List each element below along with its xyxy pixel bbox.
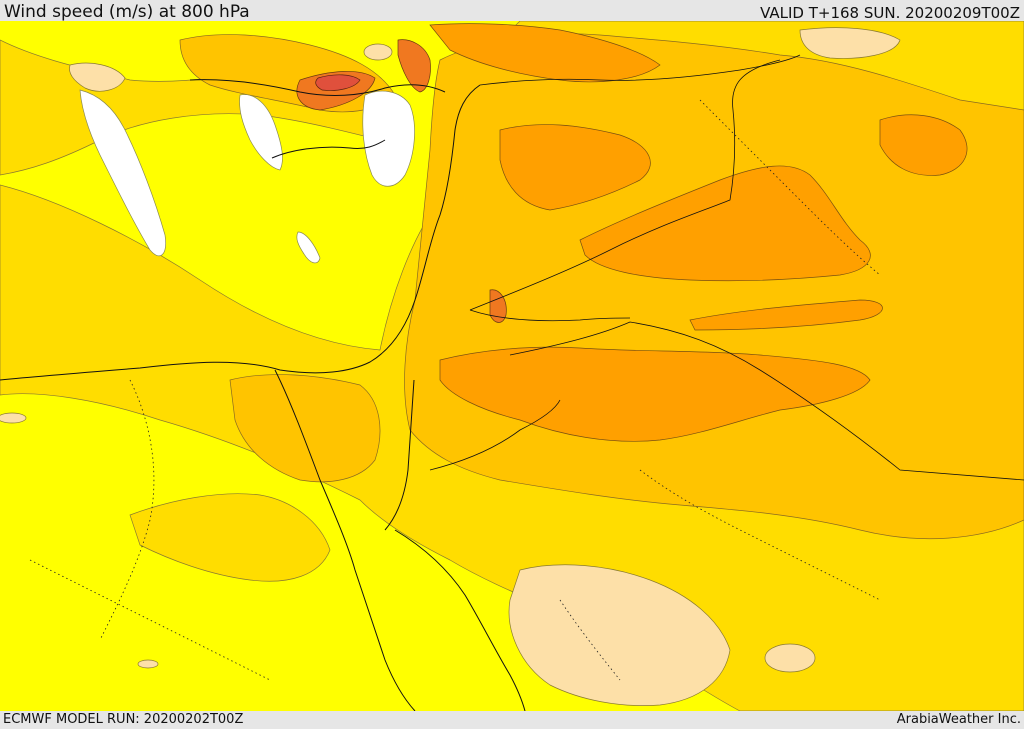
peach-spot-3 — [0, 412, 27, 424]
footer-bar: ECMWF MODEL RUN: 20200202T00Z ArabiaWeat… — [0, 711, 1024, 729]
map-title: Wind speed (m/s) at 800 hPa — [4, 2, 250, 22]
light-orange-zone-sinai — [229, 374, 381, 483]
light-orange-zone — [404, 33, 1024, 540]
peach-spot-2 — [137, 659, 159, 669]
white-zone-3 — [362, 90, 415, 187]
white-zone-4 — [296, 231, 321, 264]
red-core-1 — [315, 74, 361, 91]
peach-zone-north — [799, 27, 901, 59]
dark-orange-streak-2 — [397, 39, 431, 93]
peach-zone-arabia — [508, 564, 731, 706]
peach-spot-1 — [764, 643, 816, 673]
model-run-label: ECMWF MODEL RUN: 20200202T00Z — [3, 712, 244, 727]
white-zone-1 — [79, 89, 166, 257]
dotted-boundaries — [29, 99, 881, 681]
peach-spot-4 — [363, 43, 393, 61]
header-bar: Wind speed (m/s) at 800 hPa VALID T+168 … — [0, 0, 1024, 22]
dark-orange-streak-3 — [489, 289, 507, 323]
orange-zone-turkey — [429, 23, 661, 83]
orange-zone-syria — [499, 124, 651, 211]
orange-zone-iraq — [579, 165, 871, 282]
gold-zone-southwest — [129, 493, 331, 582]
white-zone-2 — [239, 94, 283, 171]
coastlines — [0, 79, 526, 711]
orange-zone-northeast — [879, 114, 968, 176]
wind-speed-map[interactable] — [0, 21, 1024, 711]
orange-zone-jordan — [439, 346, 871, 442]
political-borders — [429, 54, 1024, 481]
valid-time: VALID T+168 SUN. 20200209T00Z — [760, 4, 1020, 22]
orange-zone-band — [689, 299, 883, 331]
credit-label: ArabiaWeather Inc. — [896, 712, 1021, 727]
peach-zone-west — [69, 62, 126, 92]
